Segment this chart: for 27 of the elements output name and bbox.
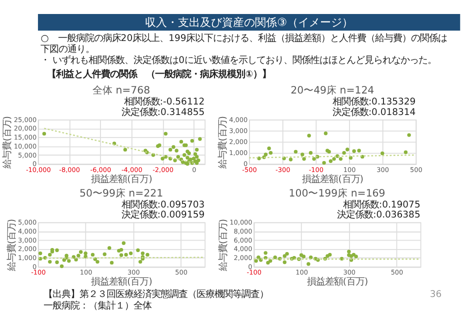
text: 相関係数:0.135329 <box>332 96 416 108</box>
text: ・ いずれも相関係数、決定係数は0に近い数値を示しており、関係性はほとんど見られなかった。 <box>40 55 437 66</box>
y-axis-title: 給与費(百万) <box>6 218 18 272</box>
text: 【利益と人件費の関係 （一般病院・病床規模別①）】 <box>47 68 272 80</box>
text: 決定係数:0.036385 <box>337 210 420 221</box>
chart-title: 50〜99床 n=221 <box>80 187 164 200</box>
y-axis-title: 給与費(百万) <box>217 116 228 170</box>
text: 収入・支出及び資産の関係③（イメージ） <box>145 16 354 29</box>
y-axis-title: 給与費(百万) <box>218 218 229 272</box>
text: 相関係数:0.095703 <box>121 199 205 210</box>
text: 相関係数:-0.56112 <box>124 96 205 108</box>
text: 決定係数:0.009159 <box>121 210 205 221</box>
text: 36 <box>430 289 442 300</box>
text: 決定係数:0.018314 <box>332 106 416 118</box>
text: ○ 一般病院の病床20床以上、199床以下における、利益（損益差額）と人件費（給与費）の関係は下図の通り。 <box>40 32 448 55</box>
x-axis-title: 損益差額(百万) <box>302 174 364 185</box>
text: 【出典】第２３回医療経済実態調査（医療機関等調査） <box>44 289 269 300</box>
x-axis-title: 損益差額(百万) <box>306 276 368 288</box>
x-axis-title: 損益差額(百万) <box>91 174 152 185</box>
y-axis-title: 給与費(百万) <box>2 116 14 170</box>
text: 一般病院：（集計１）全体 <box>44 300 152 312</box>
text: 相関係数:0.19075 <box>342 199 420 210</box>
chart-title: 全体 n=768 <box>92 84 150 97</box>
x-axis-title: 損益差額(百万) <box>91 276 152 288</box>
chart-title: 100〜199床 n=169 <box>288 187 386 200</box>
text: 決定係数:0.314855 <box>121 106 205 118</box>
chart-title: 20〜49床 n=124 <box>290 84 374 97</box>
